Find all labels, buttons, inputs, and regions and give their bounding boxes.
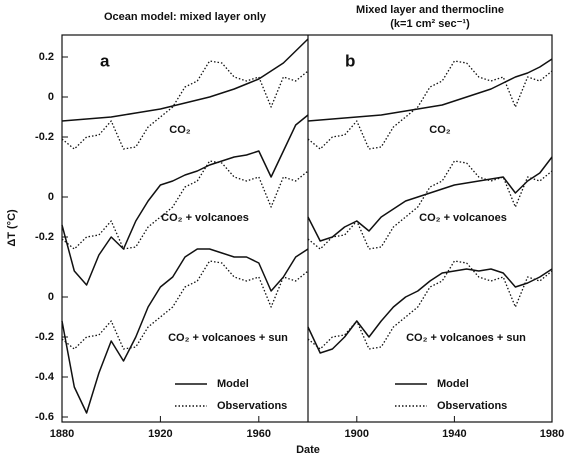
y-tick-label: 0 xyxy=(48,91,54,103)
series-line xyxy=(61,260,309,350)
series-line xyxy=(307,268,553,354)
row-label: CO₂ + volcanoes xyxy=(419,212,507,224)
y-tick-label: -0.2 xyxy=(35,131,54,143)
row-label: CO₂ + volcanoes xyxy=(161,212,249,224)
y-tick-label: -0.2 xyxy=(35,331,54,343)
series-line xyxy=(61,160,309,250)
series-line xyxy=(61,114,309,286)
x-axis-label: Date xyxy=(296,444,320,456)
series-line xyxy=(61,248,309,414)
legend-label: Model xyxy=(437,378,469,390)
series-line xyxy=(307,58,553,122)
panel-letter: b xyxy=(345,51,355,70)
legend-label: Observations xyxy=(217,400,287,412)
row-label: CO₂ xyxy=(169,124,191,136)
x-tick-label: 1980 xyxy=(540,428,564,440)
axes-frame xyxy=(61,34,553,423)
series-line xyxy=(61,60,309,150)
series-line xyxy=(307,156,553,242)
series-line xyxy=(307,160,553,250)
x-tick-label: 1920 xyxy=(148,428,172,440)
x-tick-label: 1880 xyxy=(50,428,74,440)
row-label: CO₂ + volcanoes + sun xyxy=(406,332,526,344)
legend-label: Model xyxy=(217,378,249,390)
x-tick-label: 1960 xyxy=(247,428,271,440)
legend-label: Observations xyxy=(437,400,507,412)
panel-title: Ocean model: mixed layer only xyxy=(104,11,267,23)
x-tick-label: 1940 xyxy=(442,428,466,440)
y-tick-label: -0.4 xyxy=(35,371,55,383)
y-tick-label: -0.2 xyxy=(35,231,54,243)
y-tick-label: -0.6 xyxy=(35,411,54,423)
series-line xyxy=(61,38,309,122)
panel-title: Mixed layer and thermocline xyxy=(356,4,504,16)
y-tick-label: 0 xyxy=(48,191,54,203)
y-axis-label: ΔT (°C) xyxy=(6,209,18,247)
row-label: CO₂ + volcanoes + sun xyxy=(168,332,288,344)
row-label: CO₂ xyxy=(429,124,451,136)
y-tick-label: 0.2 xyxy=(39,51,54,63)
panel-letter: a xyxy=(100,51,110,70)
y-tick-label: 0 xyxy=(48,291,54,303)
panel-subtitle: (k=1 cm² sec⁻¹) xyxy=(390,18,470,30)
x-tick-label: 1900 xyxy=(345,428,369,440)
